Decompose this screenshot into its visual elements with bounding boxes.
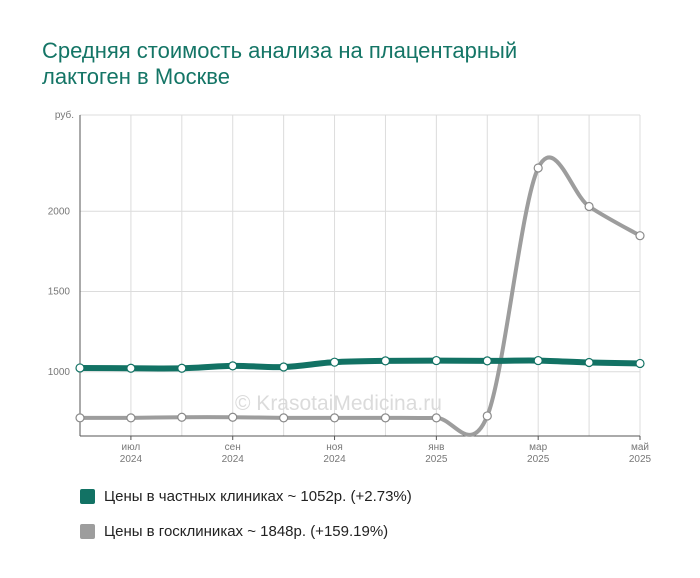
y-unit-label: руб. <box>55 109 74 121</box>
y-tick-label: 2000 <box>48 206 71 217</box>
x-tick-label-year: 2024 <box>222 454 245 465</box>
x-tick-label-month: мар <box>529 442 547 453</box>
data-point-public <box>177 412 187 422</box>
x-tick-label-year: 2025 <box>527 454 550 465</box>
data-point-public <box>431 413 441 423</box>
legend: Цены в частных клиниках ~ 1052р. (+2.73%… <box>80 486 412 556</box>
data-point-public <box>482 411 492 421</box>
data-point-public <box>126 413 136 423</box>
watermark-text: © KrasotaiMedicina.ru <box>235 392 442 415</box>
chart-title: Средняя стоимость анализа на плацентарны… <box>42 38 602 90</box>
data-point-public <box>228 412 238 422</box>
data-point-private <box>380 356 391 366</box>
data-point-public <box>279 413 289 423</box>
data-point-private <box>75 363 85 373</box>
data-point-public <box>635 231 645 241</box>
data-point-public <box>75 413 85 423</box>
data-point-private <box>228 361 238 371</box>
data-point-private <box>482 356 492 366</box>
data-point-public <box>533 163 543 173</box>
chart-title-line-2: лактоген в Москве <box>42 64 230 89</box>
data-point-private <box>126 363 136 373</box>
x-tick-label-month: ноя <box>326 442 343 453</box>
y-tick-label: 1500 <box>48 287 71 298</box>
x-tick-label-year: 2024 <box>120 454 143 465</box>
x-tick-label-year: 2024 <box>323 454 346 465</box>
chart-title-line-1: Средняя стоимость анализа на плацентарны… <box>42 38 518 63</box>
x-tick-label-month: сен <box>225 442 241 453</box>
data-point-public <box>380 413 391 423</box>
x-tick-label-year: 2025 <box>425 454 448 465</box>
legend-swatch-private <box>80 488 95 504</box>
data-point-public <box>329 413 340 423</box>
legend-item-private[interactable]: Цены в частных клиниках ~ 1052р. (+2.73%… <box>80 486 412 506</box>
data-point-public <box>584 201 594 212</box>
x-tick-label-month: июл <box>122 442 141 453</box>
legend-item-public[interactable]: Цены в госклиниках ~ 1848р. (+159.19%) <box>80 521 412 541</box>
legend-label-public: Цены в госклиниках ~ 1848р. (+159.19%) <box>104 522 389 540</box>
x-tick-label-month: май <box>631 442 649 453</box>
data-point-private <box>533 355 543 366</box>
x-tick-label-month: янв <box>428 442 444 453</box>
series-line-private <box>77 357 643 372</box>
legend-swatch-public <box>80 523 95 539</box>
y-tick-label: 1000 <box>48 367 71 378</box>
legend-label-private: Цены в частных клиниках ~ 1052р. (+2.73%… <box>104 487 412 505</box>
data-point-private <box>431 355 441 366</box>
data-point-private <box>329 357 340 367</box>
data-point-private <box>177 363 187 373</box>
data-point-private <box>584 357 594 368</box>
data-point-private <box>635 358 645 369</box>
data-point-private <box>279 362 289 372</box>
x-tick-label-year: 2025 <box>629 454 652 465</box>
